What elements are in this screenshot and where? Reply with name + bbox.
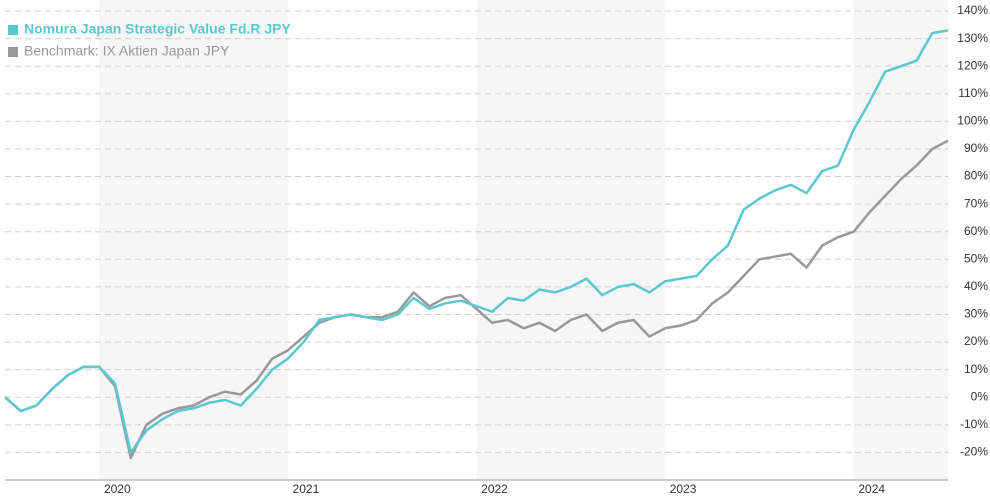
- y-tick-label: 90%: [964, 141, 988, 155]
- y-tick-label: 80%: [964, 169, 988, 183]
- y-tick-label: 10%: [964, 362, 988, 376]
- legend-label: Nomura Japan Strategic Value Fd.R JPY: [24, 21, 292, 37]
- legend-label: Benchmark: IX Aktien Japan JPY: [24, 43, 230, 59]
- y-tick-label: 20%: [964, 334, 988, 348]
- y-tick-label: 40%: [964, 279, 988, 293]
- y-tick-label: 50%: [964, 251, 988, 265]
- y-tick-label: 120%: [957, 58, 988, 72]
- y-tick-label: -20%: [960, 445, 988, 459]
- series-line: [4, 29, 949, 454]
- x-tick-label: 2023: [670, 482, 697, 496]
- series-line: [4, 139, 949, 460]
- legend-swatch: [8, 25, 18, 35]
- y-tick-label: 140%: [957, 3, 988, 17]
- y-tick-label: 110%: [958, 86, 988, 100]
- year-band: [853, 0, 948, 480]
- x-tick-label: 2024: [858, 482, 885, 496]
- x-tick-label: 2022: [481, 482, 508, 496]
- y-tick-label: -10%: [960, 417, 988, 431]
- x-tick-label: 2021: [293, 482, 320, 496]
- y-tick-label: 60%: [964, 224, 988, 238]
- y-tick-label: 100%: [957, 114, 988, 128]
- y-tick-label: 130%: [957, 31, 988, 45]
- year-band: [476, 0, 666, 480]
- y-tick-label: 30%: [964, 307, 988, 321]
- x-tick-label: 2020: [104, 482, 131, 496]
- y-tick-label: 70%: [964, 196, 988, 210]
- legend-swatch: [8, 47, 18, 57]
- y-tick-label: 0%: [971, 389, 989, 403]
- year-band: [99, 0, 288, 480]
